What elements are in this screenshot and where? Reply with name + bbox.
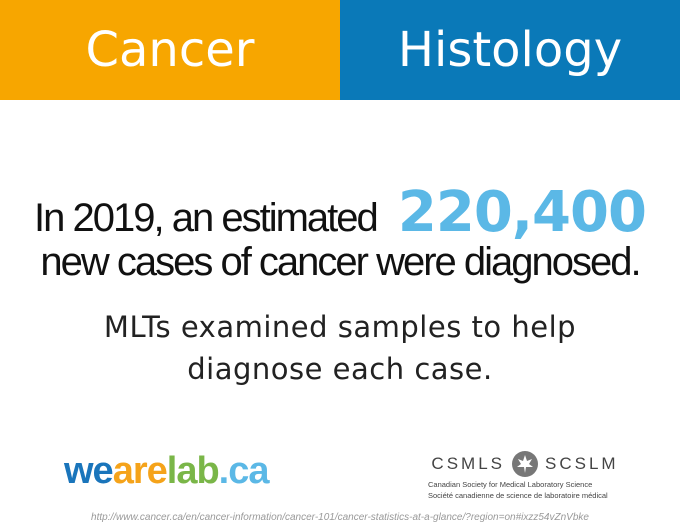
partner-logo: CSMLS SCSLM Canadian Society for Medical… (420, 450, 630, 500)
headline-line2: new cases of cancer were diagnosed. (40, 240, 641, 284)
headline-text: In 2019, an estimated (34, 196, 379, 240)
logo-part: we (64, 450, 114, 492)
partner-acronym: SCSLM (545, 454, 619, 473)
logo: wearelab.ca (64, 450, 269, 493)
headline-line1: In 2019, an estimated 220,400 (0, 180, 680, 245)
logo-part: are (112, 450, 168, 492)
source-url: http://www.cancer.ca/en/cancer-informati… (91, 512, 589, 523)
subtext-line1: MLTs examined samples to help (103, 310, 577, 344)
header-right: Histology (340, 0, 680, 100)
logo-part: lab (166, 450, 220, 492)
subtext-line2: diagnose each case. (187, 352, 493, 386)
header-left: Cancer (0, 0, 340, 100)
partner-english: Canadian Society for Medical Laboratory … (428, 480, 593, 489)
logo-part: .ca (218, 450, 270, 492)
partner-emblem (512, 451, 538, 477)
partner-acronym: CSMLS (431, 454, 505, 473)
partner-french: Société canadienne de science de laborat… (428, 491, 608, 500)
headline-number: 220,400 (397, 180, 647, 245)
